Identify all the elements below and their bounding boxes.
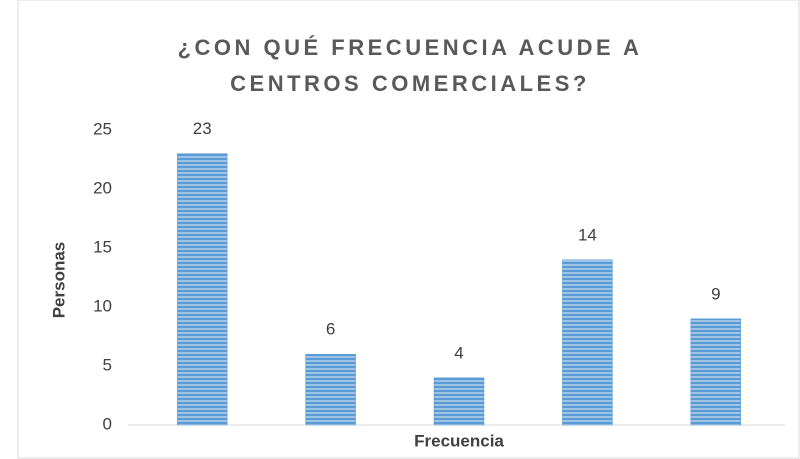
bar [305, 353, 356, 426]
data-label: 4 [454, 343, 463, 362]
y-tick-label: 15 [93, 237, 112, 256]
y-tick-label: 5 [103, 355, 112, 374]
y-axis-label: Personas [49, 242, 68, 319]
y-tick-label: 25 [93, 119, 112, 138]
bar [176, 153, 228, 426]
y-tick-label: 10 [93, 296, 112, 315]
data-label: 23 [193, 119, 212, 138]
y-tick-label: 0 [103, 414, 112, 433]
chart-border [17, 0, 800, 459]
data-label: 6 [326, 320, 335, 339]
bar [433, 377, 485, 426]
data-label: 9 [711, 284, 720, 303]
bar [562, 259, 613, 426]
y-tick-label: 20 [93, 178, 112, 197]
x-axis-label: Frecuencia [414, 431, 504, 450]
bar [690, 318, 742, 426]
data-label: 14 [578, 225, 597, 244]
chart-title: ¿CON QUÉ FRECUENCIA ACUDE A CENTROS COME… [177, 35, 643, 96]
